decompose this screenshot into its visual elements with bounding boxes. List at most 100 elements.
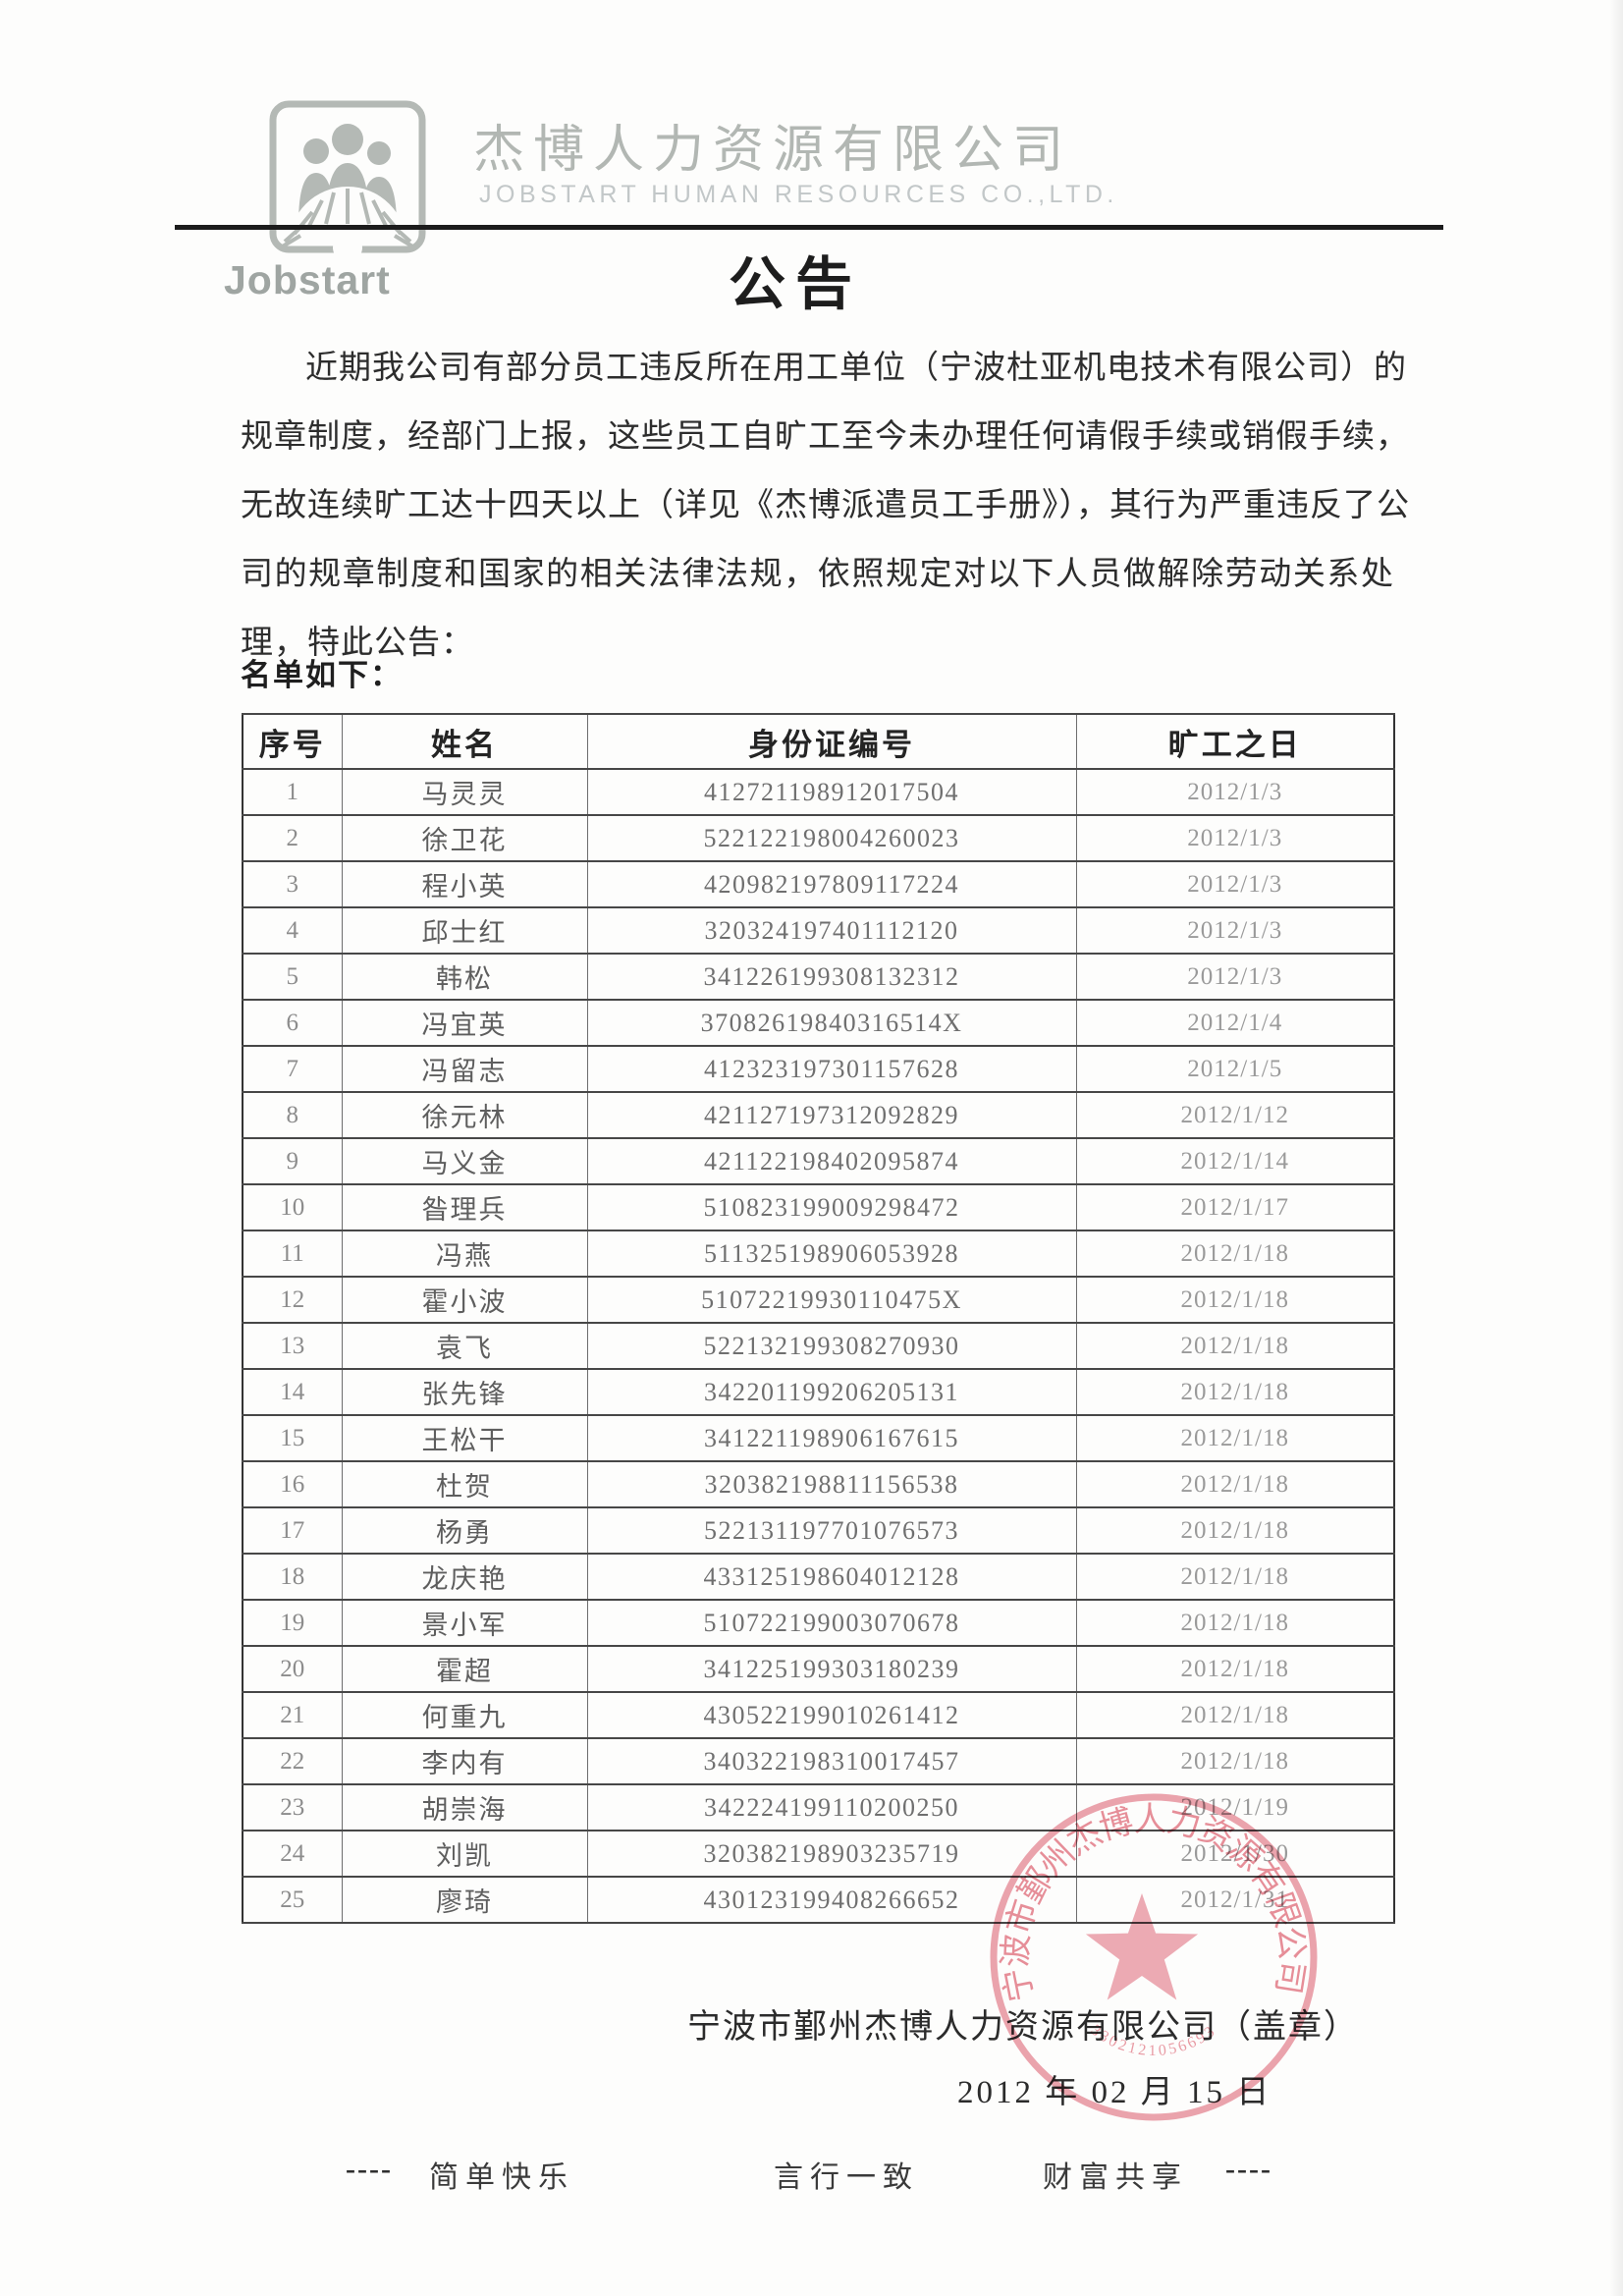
cell-no: 21: [242, 1691, 343, 1739]
col-header-date: 旷工之日: [1075, 713, 1395, 770]
table-body: 1 马灵灵 412721198912017504 2012/1/3 2 徐卫花 …: [242, 768, 1395, 1924]
list-label: 名单如下：: [241, 658, 403, 692]
table-row: 6 冯宜英 37082619840316514X 2012/1/4: [242, 999, 1395, 1047]
body-line: 近期我公司有部分员工违反所在用工单位（宁波杜亚机电技术有限公司）的: [305, 351, 1407, 386]
cell-date: 2012/1/18: [1075, 1368, 1395, 1416]
col-header-id: 身份证编号: [586, 713, 1077, 770]
cell-id: 510823199009298472: [586, 1183, 1077, 1231]
cell-date: 2012/1/3: [1075, 814, 1395, 862]
cell-date: 2012/1/17: [1075, 1183, 1395, 1231]
cell-no: 12: [242, 1276, 343, 1324]
cell-id: 522122198004260023: [586, 814, 1077, 862]
cell-no: 20: [242, 1645, 343, 1693]
cell-id: 430123199408266652: [586, 1876, 1077, 1924]
cell-no: 23: [242, 1783, 343, 1831]
cell-date: 2012/1/18: [1075, 1599, 1395, 1647]
table-row: 9 马义金 421122198402095874 2012/1/14: [242, 1137, 1395, 1185]
col-header-name: 姓名: [341, 713, 588, 770]
cell-name: 张先锋: [341, 1368, 588, 1416]
cell-no: 5: [242, 953, 343, 1001]
page-title: 公告: [728, 252, 862, 316]
table-row: 16 杜贺 320382198811156538 2012/1/18: [242, 1460, 1395, 1508]
cell-name: 程小英: [341, 860, 588, 908]
signature-line: 宁波市鄞州杰博人力资源有限公司（盖章）: [687, 2009, 1359, 2046]
table-row: 24 刘凯 320382198903235719 2012/1/30: [242, 1830, 1395, 1878]
cell-no: 4: [242, 906, 343, 955]
cell-id: 522132199308270930: [586, 1322, 1077, 1370]
cell-date: 2012/1/18: [1075, 1230, 1395, 1278]
table-row: 22 李内有 340322198310017457 2012/1/18: [242, 1737, 1395, 1785]
cell-no: 25: [242, 1876, 343, 1924]
cell-no: 15: [242, 1414, 343, 1462]
cell-date: 2012/1/18: [1075, 1460, 1395, 1508]
footer-dash: ----: [1225, 2153, 1272, 2185]
cell-date: 2012/1/18: [1075, 1322, 1395, 1370]
cell-no: 7: [242, 1045, 343, 1093]
footer-slogan: 财富共享: [1043, 2161, 1188, 2194]
cell-name: 龙庆艳: [341, 1553, 588, 1601]
table-row: 15 王松干 341221198906167615 2012/1/18: [242, 1414, 1395, 1462]
table-row: 25 廖琦 430123199408266652 2012/1/31: [242, 1876, 1395, 1924]
table-row: 1 马灵灵 412721198912017504 2012/1/3: [242, 768, 1395, 816]
date-line: 2012 年 02 月 15 日: [957, 2075, 1272, 2110]
cell-name: 徐卫花: [341, 814, 588, 862]
cell-no: 22: [242, 1737, 343, 1785]
table-row: 23 胡崇海 342224199110200250 2012/1/19: [242, 1783, 1395, 1831]
cell-id: 342224199110200250: [586, 1783, 1077, 1831]
body-line: 规章制度，经部门上报，这些员工自旷工至今未办理任何请假手续或销假手续，: [241, 419, 1409, 455]
table-row: 8 徐元林 421127197312092829 2012/1/12: [242, 1091, 1395, 1139]
letterhead-divider: [175, 225, 1443, 230]
cell-date: 2012/1/3: [1075, 953, 1395, 1001]
notice-body: 近期我公司有部分员工违反所在用工单位（宁波杜亚机电技术有限公司）的 规章制度，经…: [241, 334, 1410, 678]
cell-name: 刘凯: [341, 1830, 588, 1878]
footer-slogan: 简单快乐: [429, 2161, 574, 2194]
cell-date: 2012/1/3: [1075, 906, 1395, 955]
cell-date: 2012/1/3: [1075, 860, 1395, 908]
cell-date: 2012/1/5: [1075, 1045, 1395, 1093]
cell-name: 杜贺: [341, 1460, 588, 1508]
cell-no: 24: [242, 1830, 343, 1878]
cell-name: 徐元林: [341, 1091, 588, 1139]
cell-no: 11: [242, 1230, 343, 1278]
cell-id: 420982197809117224: [586, 860, 1077, 908]
cell-id: 320324197401112120: [586, 906, 1077, 955]
cell-name: 廖琦: [341, 1876, 588, 1924]
cell-id: 51072219930110475X: [586, 1276, 1077, 1324]
cell-date: 2012/1/30: [1075, 1830, 1395, 1878]
scan-edge-shadow: [1609, 0, 1623, 2296]
table-row: 2 徐卫花 522122198004260023 2012/1/3: [242, 814, 1395, 862]
cell-no: 1: [242, 768, 343, 816]
table-header: 序号 姓名 身份证编号 旷工之日: [242, 713, 1395, 770]
cell-id: 341221198906167615: [586, 1414, 1077, 1462]
table-row: 11 冯燕 511325198906053928 2012/1/18: [242, 1230, 1395, 1278]
company-name-cn: 杰博人力资源有限公司: [473, 123, 1073, 179]
cell-date: 2012/1/18: [1075, 1645, 1395, 1693]
cell-no: 2: [242, 814, 343, 862]
cell-name: 韩松: [341, 953, 588, 1001]
cell-name: 袁飞: [341, 1322, 588, 1370]
logo-wordmark: Jobstart: [224, 257, 391, 302]
jobstart-logo-icon: [265, 98, 442, 309]
cell-id: 430522199010261412: [586, 1691, 1077, 1739]
body-line: 理，特此公告：: [241, 626, 474, 661]
table-row: 13 袁飞 522132199308270930 2012/1/18: [242, 1322, 1395, 1370]
body-line: 司的规章制度和国家的相关法律法规，依照规定对以下人员做解除劳动关系处: [241, 557, 1394, 592]
cell-date: 2012/1/19: [1075, 1783, 1395, 1831]
body-line: 无故连续旷工达十四天以上（详见《杰博派遣员工手册》），其行为严重违反了公: [241, 488, 1410, 523]
table-row: 19 景小军 510722199003070678 2012/1/18: [242, 1599, 1395, 1647]
logo-graphic: [265, 98, 432, 262]
table-row: 12 霍小波 51072219930110475X 2012/1/18: [242, 1276, 1395, 1324]
cell-id: 412721198912017504: [586, 768, 1077, 816]
cell-no: 3: [242, 860, 343, 908]
cell-id: 341225199303180239: [586, 1645, 1077, 1693]
cell-date: 2012/1/18: [1075, 1737, 1395, 1785]
cell-name: 杨勇: [341, 1506, 588, 1555]
cell-id: 510722199003070678: [586, 1599, 1077, 1647]
cell-name: 冯宜英: [341, 999, 588, 1047]
cell-id: 522131197701076573: [586, 1506, 1077, 1555]
cell-no: 6: [242, 999, 343, 1047]
cell-no: 10: [242, 1183, 343, 1231]
footer-slogan: 言行一致: [774, 2161, 919, 2194]
cell-id: 342201199206205131: [586, 1368, 1077, 1416]
